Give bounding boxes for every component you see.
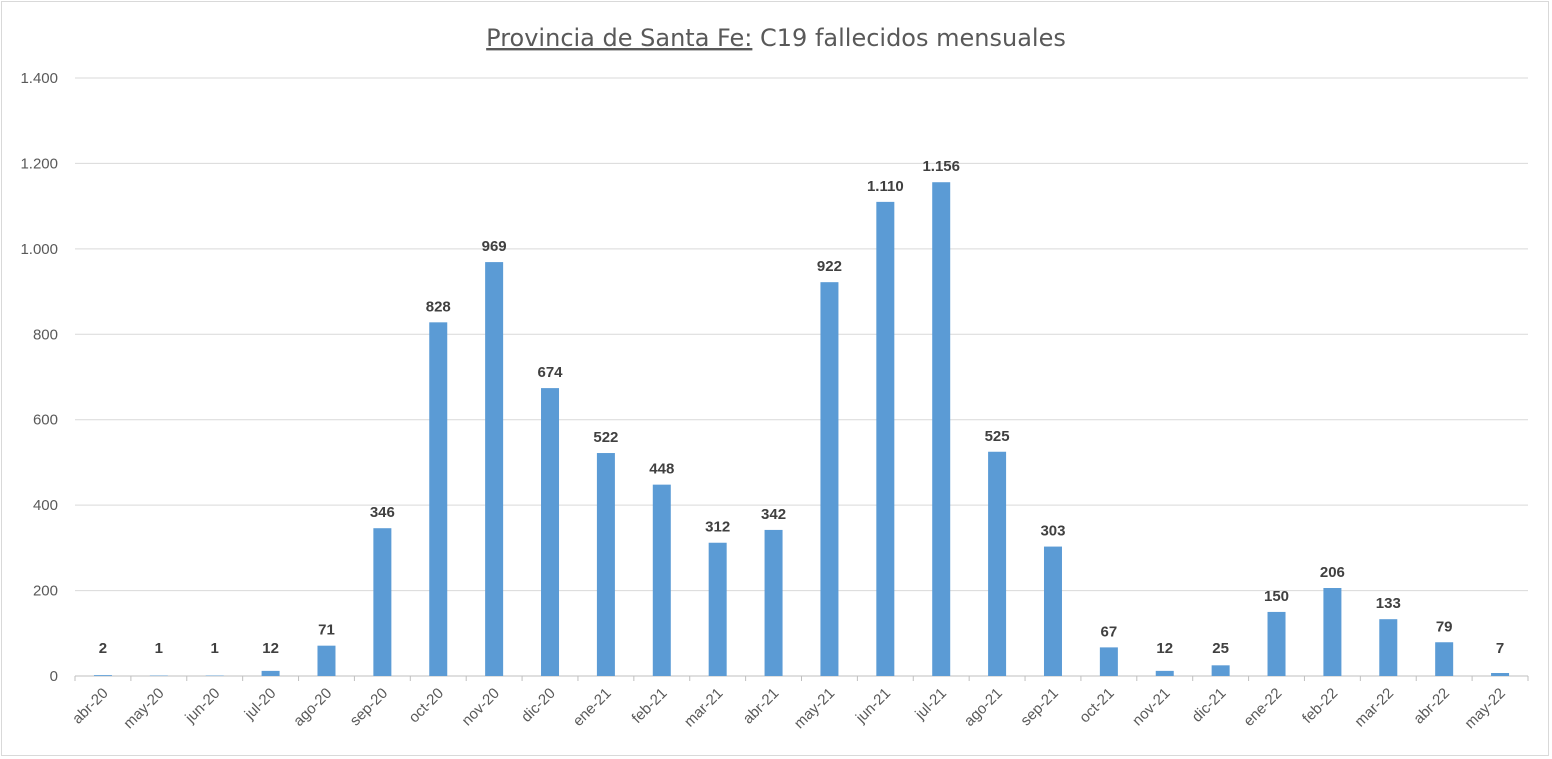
y-tick-label: 1.200	[20, 155, 58, 172]
data-label: 346	[370, 504, 395, 521]
x-tick-label: oct-21	[1076, 685, 1118, 727]
y-tick-label: 0	[50, 668, 58, 685]
bar-jul-21	[932, 182, 951, 677]
data-label: 674	[538, 364, 564, 381]
bar-abr-21	[764, 529, 783, 676]
x-tick-label: mar-21	[681, 685, 727, 731]
bar-sep-20	[373, 528, 392, 676]
data-label: 133	[1376, 595, 1401, 612]
x-tick-label: feb-22	[1299, 685, 1341, 727]
bar-oct-21	[1099, 647, 1118, 676]
x-tick-label: mar-22	[1351, 685, 1397, 731]
chart-title-prefix: Provincia de Santa Fe:	[486, 24, 752, 52]
x-tick-label: ago-21	[961, 685, 1006, 730]
chart-title-suffix: C19 fallecidos mensuales	[752, 24, 1065, 52]
data-label: 522	[593, 429, 618, 446]
data-label: 828	[426, 298, 451, 315]
x-tick-label: abr-20	[69, 685, 112, 728]
data-label: 448	[649, 461, 674, 478]
x-tick-label: dic-20	[518, 685, 559, 726]
bar-nov-20	[485, 262, 504, 676]
bar-nov-21	[1155, 670, 1174, 676]
x-tick-label: may-21	[791, 685, 838, 732]
bar-abr-20	[93, 675, 112, 676]
bar-ene-21	[596, 453, 615, 676]
chart-title: Provincia de Santa Fe: C19 fallecidos me…	[486, 24, 1066, 52]
data-label: 969	[482, 238, 507, 255]
x-tick-label: may-22	[1461, 685, 1508, 732]
data-label: 1.156	[922, 158, 960, 175]
data-label: 1.110	[867, 178, 904, 195]
bar-ene-22	[1267, 611, 1286, 676]
data-label: 1	[211, 640, 219, 657]
bar-dic-21	[1211, 665, 1230, 676]
x-tick-label: nov-21	[1129, 685, 1173, 729]
y-tick-label: 400	[33, 497, 58, 514]
data-label: 7	[1496, 640, 1504, 657]
bar-abr-22	[1435, 642, 1454, 676]
data-label: 67	[1101, 623, 1118, 640]
bar-mar-21	[708, 542, 727, 676]
x-tick-label: oct-20	[406, 685, 448, 727]
bar-sep-21	[1043, 546, 1062, 676]
data-label: 525	[985, 428, 1010, 445]
x-tick-label: jun-21	[852, 685, 894, 727]
y-tick-label: 1.000	[20, 241, 58, 258]
x-tick-label: sep-20	[347, 685, 391, 729]
bar-jul-20	[261, 670, 280, 676]
data-label: 79	[1436, 618, 1453, 635]
x-tick-label: ago-20	[290, 685, 335, 730]
data-label: 150	[1264, 588, 1289, 605]
x-tick-label: abr-22	[1410, 685, 1453, 728]
data-label: 303	[1040, 523, 1065, 540]
y-tick-label: 600	[33, 412, 58, 429]
y-tick-label: 1.400	[20, 70, 58, 87]
bar-mar-22	[1379, 619, 1398, 676]
data-label: 1	[155, 640, 163, 657]
data-label: 2	[99, 640, 107, 657]
x-tick-label: nov-20	[459, 685, 503, 729]
x-tick-label: jul-21	[911, 685, 950, 724]
x-tick-label: abr-21	[740, 685, 783, 728]
data-label: 922	[817, 258, 842, 275]
x-tick-label: may-20	[120, 685, 167, 732]
x-tick-label: sep-21	[1017, 685, 1061, 729]
bar-oct-20	[429, 322, 448, 676]
data-label: 312	[705, 519, 730, 536]
bar-feb-21	[652, 484, 671, 676]
data-label: 12	[1156, 640, 1173, 657]
data-label: 71	[318, 622, 335, 639]
x-tick-label: feb-21	[629, 685, 671, 727]
data-label: 25	[1212, 640, 1229, 657]
data-label: 12	[262, 640, 279, 657]
bar-ago-20	[317, 645, 336, 676]
x-tick-label: dic-21	[1189, 685, 1230, 726]
x-tick-label: jun-20	[181, 685, 223, 727]
x-tick-label: ene-21	[570, 685, 615, 730]
bar-ago-21	[988, 451, 1007, 676]
data-label: 342	[761, 506, 786, 523]
x-tick-label: jul-20	[241, 685, 280, 724]
x-tick-label: ene-22	[1240, 685, 1285, 730]
y-tick-label: 200	[33, 583, 58, 600]
bar-feb-22	[1323, 588, 1342, 676]
bar-may-22	[1491, 673, 1510, 676]
data-label: 206	[1320, 564, 1345, 581]
bar-jun-21	[876, 201, 895, 676]
bar-may-21	[820, 282, 839, 676]
y-tick-label: 800	[33, 326, 58, 343]
bar-dic-20	[541, 388, 560, 676]
